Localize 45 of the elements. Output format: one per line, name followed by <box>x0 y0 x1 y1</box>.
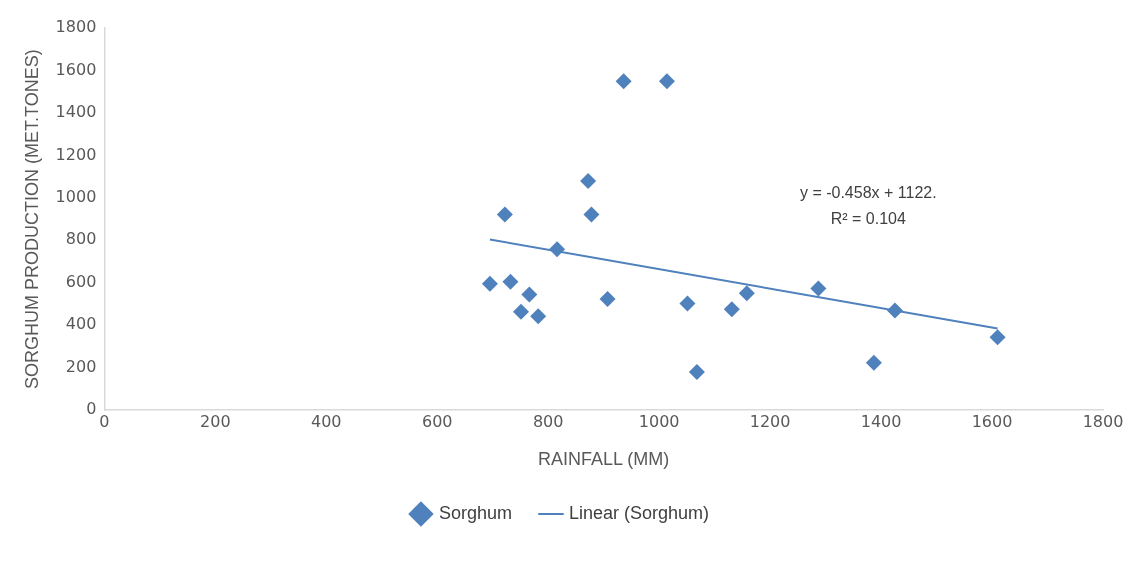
point <box>865 354 882 371</box>
point <box>521 286 538 303</box>
x-tick-label: 400 <box>310 411 342 431</box>
point <box>810 280 827 297</box>
point <box>502 273 519 290</box>
annotation: R² = 0.104 <box>830 209 906 227</box>
point <box>583 206 600 223</box>
point <box>615 73 632 90</box>
point <box>512 303 529 320</box>
x-tick-label: 800 <box>532 411 564 431</box>
x-tick-label: 0 <box>99 411 110 431</box>
legend-label: Sorghum <box>438 502 512 523</box>
point <box>549 241 566 258</box>
y-tick-label: 1600 <box>55 59 97 79</box>
point <box>688 363 705 380</box>
y-tick-label: 200 <box>65 356 97 376</box>
y-tick-label: 800 <box>65 229 97 249</box>
x-tick-label: 1600 <box>971 411 1013 431</box>
y-axis-title: SORGHUM PRODUCTION (MET.TONES) <box>21 49 42 389</box>
point <box>886 302 903 319</box>
x-tick-label: 600 <box>421 411 453 431</box>
x-tick-label: 1800 <box>1082 411 1124 431</box>
y-tick-label: 1200 <box>55 144 97 164</box>
x-tick-label: 1400 <box>860 411 902 431</box>
x-tick-label: 1000 <box>638 411 680 431</box>
x-tick-label: 200 <box>200 411 231 431</box>
point <box>599 290 616 307</box>
y-tick-label: 1800 <box>55 17 97 37</box>
point <box>738 285 755 302</box>
point <box>679 295 696 312</box>
point <box>723 301 740 318</box>
x-axis-title: RAINFALL (MM) <box>537 449 670 470</box>
y-tick-label: 1400 <box>55 102 97 122</box>
legend-label: Linear (Sorghum) <box>568 502 710 523</box>
point <box>658 73 675 90</box>
point <box>530 308 547 325</box>
point <box>496 206 513 223</box>
point <box>580 172 597 189</box>
point <box>481 275 498 292</box>
x-tick-label: 1200 <box>749 411 791 431</box>
y-tick-label: 400 <box>65 314 97 334</box>
annotation: y = -0.458x + 1122. <box>799 183 937 201</box>
y-tick-label: 1000 <box>55 187 97 207</box>
point <box>989 329 1006 346</box>
y-tick-label: 600 <box>65 271 97 291</box>
